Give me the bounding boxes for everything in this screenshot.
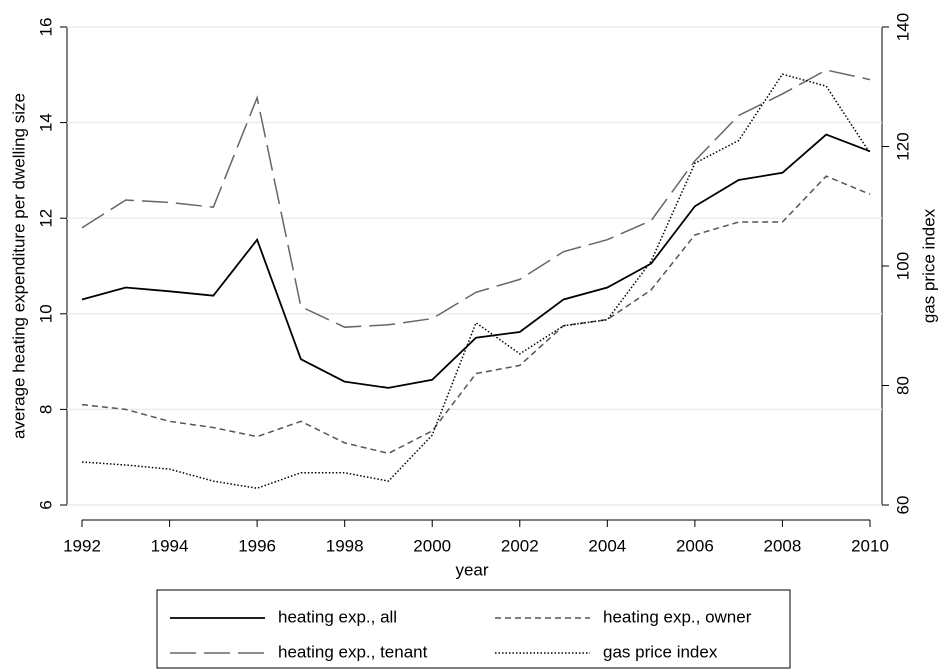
x-tick-label: 2008 bbox=[764, 536, 802, 555]
y2-tick-label: 100 bbox=[893, 252, 912, 280]
legend-label: gas price index bbox=[603, 642, 718, 661]
series-line bbox=[81, 133, 871, 389]
legend-label: heating exp., all bbox=[278, 607, 397, 626]
y-tick-label: 16 bbox=[36, 18, 55, 37]
x-axis-label: year bbox=[455, 560, 488, 579]
x-tick-label: 2000 bbox=[413, 536, 451, 555]
y2-tick-label: 140 bbox=[893, 13, 912, 41]
legend-box bbox=[156, 589, 791, 669]
y-tick-label: 8 bbox=[36, 405, 55, 414]
y-tick-label: 14 bbox=[36, 113, 55, 132]
series-line bbox=[81, 69, 871, 328]
y2-tick-label: 60 bbox=[893, 496, 912, 515]
y-tick-label: 6 bbox=[36, 500, 55, 509]
x-tick-label: 2010 bbox=[851, 536, 889, 555]
y-tick-label: 10 bbox=[36, 304, 55, 323]
series-line bbox=[81, 73, 871, 490]
x-tick-label: 1992 bbox=[63, 536, 101, 555]
legend-label: heating exp., owner bbox=[603, 607, 752, 626]
x-tick-label: 1996 bbox=[238, 536, 276, 555]
y-tick-label: 12 bbox=[36, 209, 55, 228]
legend-label: heating exp., tenant bbox=[278, 642, 428, 661]
y2-tick-label: 80 bbox=[893, 376, 912, 395]
x-tick-label: 1998 bbox=[326, 536, 364, 555]
y2-axis-label: gas price index bbox=[919, 208, 938, 323]
series-line bbox=[81, 175, 871, 455]
y2-tick-label: 120 bbox=[893, 132, 912, 160]
x-tick-label: 1994 bbox=[151, 536, 189, 555]
y-axis-label: average heating expenditure per dwelling… bbox=[9, 93, 28, 439]
x-tick-label: 2004 bbox=[588, 536, 626, 555]
x-tick-label: 2006 bbox=[676, 536, 714, 555]
x-tick-label: 2002 bbox=[501, 536, 539, 555]
